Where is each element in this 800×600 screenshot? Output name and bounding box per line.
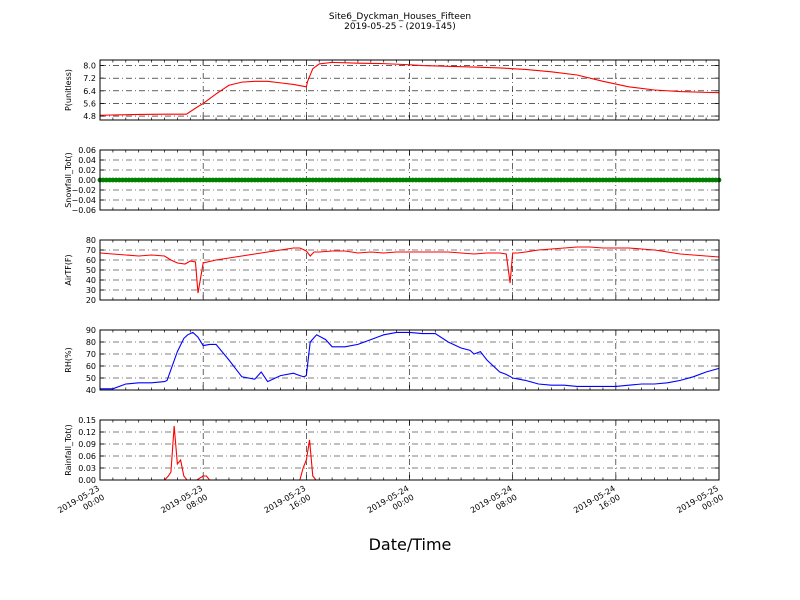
y-tick-label: 0.03 xyxy=(78,464,96,473)
y-tick-label: 70 xyxy=(86,350,96,359)
y-tick-label: 90 xyxy=(86,326,96,335)
y-tick-label: 0.00 xyxy=(78,476,96,485)
x-tick-label: 2019-05-2408:00 xyxy=(469,484,519,524)
x-axis-label: Date/Time xyxy=(369,535,452,554)
y-tick-label: −0.06 xyxy=(71,206,96,215)
y-tick-label: −0.02 xyxy=(71,186,96,195)
y-tick-label: 0.09 xyxy=(78,440,96,449)
snowfall-points xyxy=(97,177,722,183)
y-tick-label: 0.02 xyxy=(78,166,96,175)
y-tick-label: 0.12 xyxy=(78,428,96,437)
plot-frame xyxy=(99,419,720,481)
x-tick-label: 2019-05-2500:00 xyxy=(675,484,725,524)
y-axis-label: AirTF(F) xyxy=(64,254,73,285)
subplot-2: −0.06−0.04−0.020.000.020.040.06 Snowfall_… xyxy=(64,146,722,215)
y-tick-label: 20 xyxy=(86,296,96,305)
subplot-stack: 4.8 5.6 6.4 7.2 8.0 P(unitless) −0.06−0.04−0.0… xyxy=(56,59,725,524)
y-tick-label: 40 xyxy=(86,386,96,395)
y-tick-label: 60 xyxy=(86,362,96,371)
y-tick-label: 0.15 xyxy=(78,416,96,425)
y-tick-label: 6.4 xyxy=(83,87,96,96)
subplot-1: 4.8 5.6 6.4 7.2 8.0 P(unitless) xyxy=(64,59,720,121)
series-line xyxy=(99,246,720,294)
y-axis-label: Snowfall_Tot() xyxy=(64,152,73,208)
y-tick-label: 50 xyxy=(86,266,96,275)
y-tick-label: −0.04 xyxy=(71,196,96,205)
plot-frame xyxy=(99,59,720,121)
series-line xyxy=(99,61,720,116)
series-line xyxy=(100,331,720,390)
y-tick-label: 4.8 xyxy=(83,112,96,121)
x-tick-label: 2019-05-2308:00 xyxy=(159,484,209,524)
y-tick-label: 80 xyxy=(86,236,96,245)
y-tick-label: 5.6 xyxy=(83,99,96,108)
figure-title: Site6_Dyckman_Houses_Fifteen xyxy=(329,12,471,22)
y-tick-label: 8.0 xyxy=(83,62,96,71)
y-tick-label: 7.2 xyxy=(83,74,96,83)
plot-frame xyxy=(99,149,720,211)
y-axis-label: RH(%) xyxy=(64,347,73,372)
y-tick-label: 70 xyxy=(86,246,96,255)
y-tick-label: 40 xyxy=(86,276,96,285)
x-tick-label: 2019-05-2316:00 xyxy=(263,484,313,524)
y-tick-label: 0.04 xyxy=(78,156,96,165)
y-tick-label: 0.06 xyxy=(78,452,96,461)
y-tick-label: 0.06 xyxy=(78,146,96,155)
y-tick-label: 0.00 xyxy=(78,176,96,185)
subplot-4: 40 50 60 70 80 90 RH(%) xyxy=(64,326,720,395)
x-tick-label: 2019-05-2300:00 xyxy=(56,484,106,524)
x-tick-label: 2019-05-2416:00 xyxy=(572,484,622,524)
y-tick-label: 60 xyxy=(86,256,96,265)
plot-frame xyxy=(99,329,720,391)
plot-frame xyxy=(99,239,720,301)
y-tick-label: 50 xyxy=(86,374,96,383)
subplot-5: 0.00 0.03 0.06 0.09 0.12 0.15 Rainfall_Tot() xyxy=(64,416,720,485)
y-tick-label: 30 xyxy=(86,286,96,295)
x-tick-label: 2019-05-2400:00 xyxy=(366,484,416,524)
y-tick-label: 80 xyxy=(86,338,96,347)
figure-subtitle: 2019-05-25 - (2019-145) xyxy=(344,22,456,32)
y-axis-label: Rainfall_Tot() xyxy=(64,424,73,476)
y-axis-label: P(unitless) xyxy=(64,69,73,111)
